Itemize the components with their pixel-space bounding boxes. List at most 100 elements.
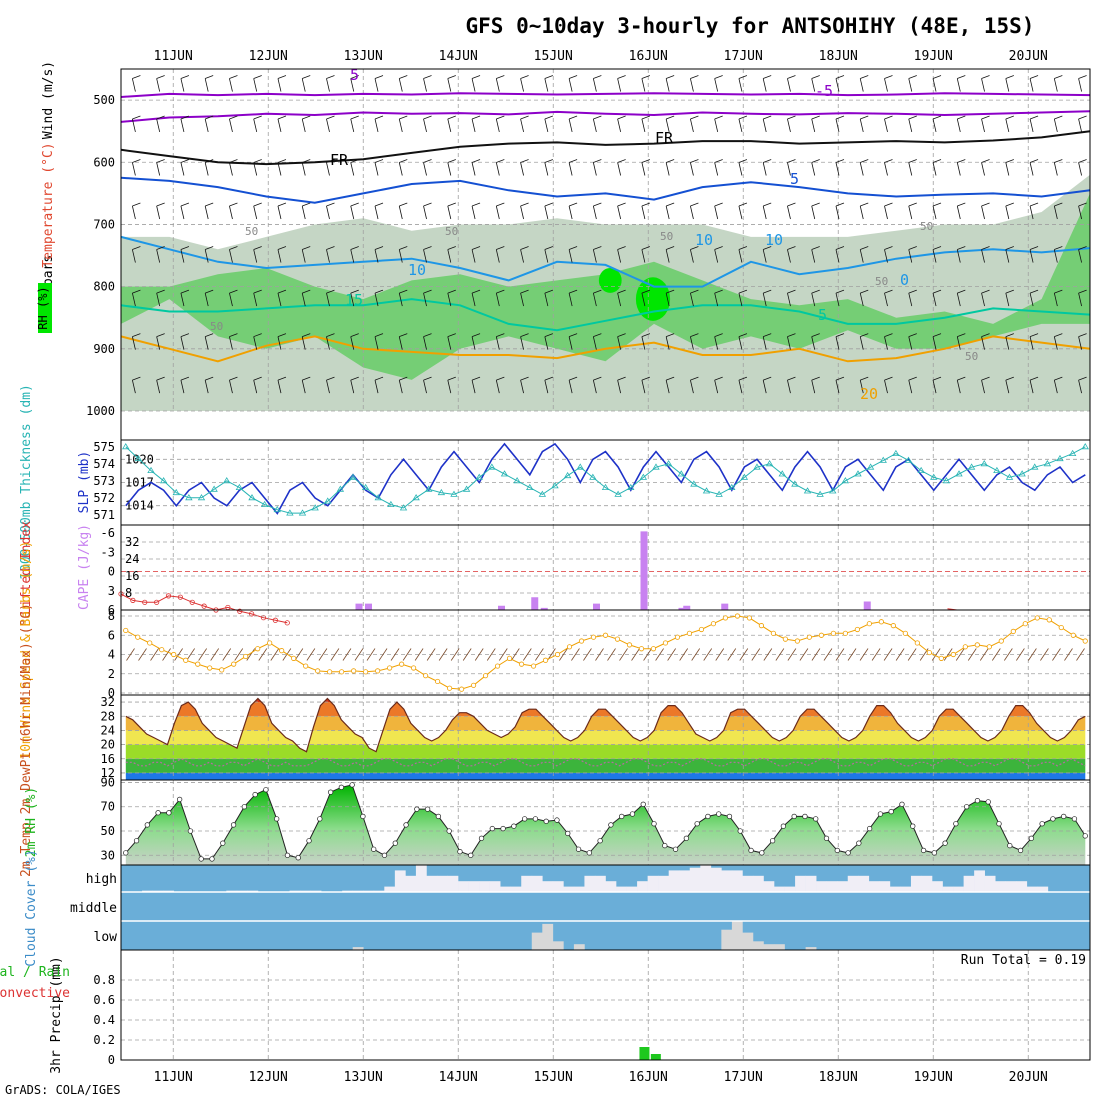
wind-barb [423, 159, 432, 163]
cape-bar [498, 605, 505, 610]
low-cloud-bar [774, 944, 785, 950]
rh-marker [866, 825, 873, 832]
rh-marker [726, 813, 733, 820]
rh-marker [964, 804, 970, 810]
li-tick: 6 [108, 603, 115, 617]
wind-barb [398, 118, 403, 133]
high-cloud-bar [795, 875, 806, 892]
thickness-marker [1043, 460, 1052, 467]
wind-barb [738, 162, 743, 176]
rh-marker [597, 838, 603, 844]
wind-barb [447, 336, 452, 350]
wind-barb [908, 246, 917, 250]
wind-barb [592, 118, 597, 133]
wind-barb [835, 292, 840, 307]
wind-speed-marker [135, 634, 141, 640]
wind-barb [1054, 376, 1063, 381]
wind-barb [229, 162, 233, 176]
wind-barb [860, 75, 869, 79]
rh-marker [532, 816, 539, 822]
high-cloud-bar [1026, 886, 1038, 892]
thickness-marker [1031, 463, 1039, 470]
rh-marker [392, 840, 398, 846]
wind-barb [277, 336, 282, 350]
rh-marker [403, 822, 409, 828]
wind-barb [908, 75, 917, 79]
wind-speed-marker [830, 630, 836, 636]
wind-barb [738, 159, 748, 163]
wind-barb [762, 118, 767, 133]
wind-barb [1005, 333, 1014, 337]
wind-barb [1053, 78, 1058, 92]
thickness-marker [740, 473, 749, 480]
wind-barb-10m [1064, 648, 1073, 661]
rh-marker [230, 822, 237, 828]
rh-marker [931, 850, 937, 856]
wind-barb [568, 336, 573, 350]
thickness-marker [576, 463, 584, 470]
thickness-marker [286, 509, 294, 516]
thickness-marker [765, 460, 774, 467]
wind-barb [204, 118, 209, 133]
wind-barb [277, 380, 282, 394]
wind-barb-10m [438, 648, 448, 661]
wind-barb-10m [571, 648, 580, 661]
wind-barb-10m [967, 648, 977, 661]
thickness-marker [589, 473, 597, 480]
wind-barb [350, 249, 355, 263]
wind-barb [568, 78, 573, 92]
wind-barb [229, 115, 238, 120]
thickness-tick: 573 [93, 474, 115, 488]
wind-barb [326, 246, 335, 250]
rh-marker [478, 835, 485, 841]
wind-barb [908, 376, 917, 381]
high-cloud-bar [774, 886, 785, 892]
wind-barb [1005, 289, 1014, 294]
wind-barb [350, 376, 359, 381]
rh-tick: 90 [101, 775, 115, 789]
contour-label: FR [330, 151, 349, 169]
wind-barb [811, 78, 816, 92]
wind-barb [471, 333, 481, 337]
high-cloud-bar [447, 875, 459, 892]
wind-barb [471, 162, 476, 176]
rh-marker [910, 823, 916, 829]
wind-speed-marker [710, 621, 717, 627]
wind-barb [835, 78, 840, 92]
wind-barb [981, 159, 990, 163]
wind-barb-10m [390, 648, 400, 661]
wind-barb [520, 205, 524, 220]
wind-barb [205, 159, 214, 163]
wind-speed-marker [339, 669, 345, 675]
cape-tick: 24 [125, 552, 139, 566]
wind-speed-marker [291, 655, 297, 661]
high-cloud-bar [995, 881, 1007, 892]
high-cloud-bar [1037, 886, 1049, 892]
wind-barb [132, 205, 136, 220]
wind-barb [617, 289, 626, 294]
wind-barb [204, 78, 209, 92]
thickness-marker [690, 480, 698, 487]
rh-marker [500, 825, 506, 832]
rh-marker [813, 816, 819, 822]
wind-speed-marker [327, 669, 333, 675]
wind-barb [544, 115, 553, 120]
wind-barb [253, 246, 262, 250]
wind-barb-10m [1076, 648, 1085, 661]
slp-axis-label: SLP (mb) [77, 451, 92, 514]
high-cloud-bar [679, 870, 691, 892]
wind-barb [229, 380, 233, 394]
wind-barb-10m [943, 648, 953, 661]
thickness-marker [728, 483, 736, 490]
rh-marker [414, 806, 420, 812]
wind-barb [301, 336, 306, 350]
wind-barb [1029, 289, 1039, 294]
high-cloud-bar [763, 881, 775, 892]
wind-speed-marker [410, 665, 417, 671]
wind-barb [1005, 118, 1010, 133]
wind-barb [884, 336, 888, 350]
wind-speed-marker [207, 665, 213, 671]
high-cloud-bar [858, 875, 870, 892]
rh-marker [575, 846, 582, 852]
wind-barb [593, 202, 602, 207]
